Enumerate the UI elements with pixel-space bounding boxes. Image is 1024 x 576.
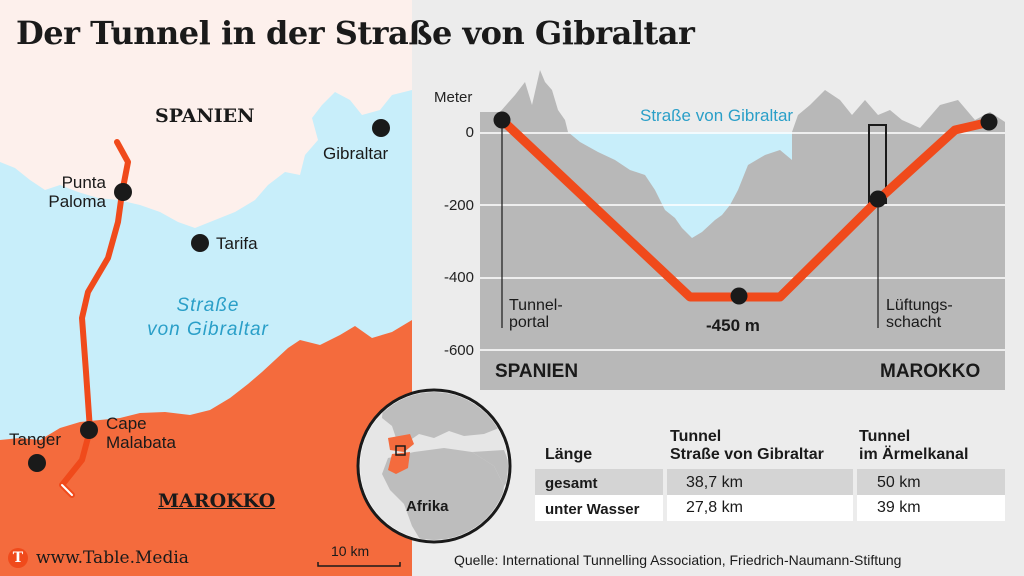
- table-header-length: Länge: [545, 446, 593, 463]
- y-tick-400: -400: [443, 269, 474, 286]
- place-punta-paloma: Punta Paloma: [48, 173, 106, 211]
- table-cell: 50 km: [877, 474, 921, 491]
- gibraltar-dot: [372, 119, 390, 137]
- table-row: [535, 469, 1005, 495]
- tarifa-dot: [191, 234, 209, 252]
- inset-highlight-box: [395, 445, 406, 456]
- y-tick-0: 0: [465, 124, 474, 141]
- punta-paloma-dot: [114, 183, 132, 201]
- lowest-point-dot: [730, 287, 748, 305]
- tunnel-profile-line: [497, 115, 995, 302]
- profile-country-bar: [480, 352, 1005, 386]
- portal-spain-dot: [493, 111, 511, 129]
- profile-water-label: Straße von Gibraltar: [640, 106, 794, 125]
- shaft-label: Lüftungs- schacht: [886, 297, 953, 331]
- source-credit: Quelle: International Tunnelling Associa…: [454, 552, 902, 568]
- table-row: [535, 495, 1005, 521]
- scale-label: 10 km: [331, 543, 370, 559]
- map-label-morocco: MAROKKO: [158, 490, 276, 512]
- morocco-land: [0, 320, 412, 576]
- table-header-channel: Tunnel im Ärmelkanal: [859, 428, 969, 463]
- y-tick-600: -600: [443, 342, 474, 359]
- scale-bar: [317, 562, 401, 567]
- strait-map: [0, 0, 412, 576]
- portal-label: Tunnel- portal: [509, 297, 563, 331]
- africa-inset-globe: [356, 388, 512, 544]
- place-gibraltar: Gibraltar: [323, 144, 389, 163]
- table-cell: 38,7 km: [686, 474, 743, 491]
- table-header-gibraltar: Tunnel Straße von Gibraltar: [670, 428, 824, 463]
- profile-label-spain: SPANIEN: [495, 361, 579, 382]
- profile-label-morocco: MAROKKO: [880, 361, 981, 382]
- profile-water: [568, 132, 792, 238]
- tanger-dot: [28, 454, 46, 472]
- table-cell: 27,8 km: [686, 499, 743, 516]
- depth-label: -450 m: [706, 316, 760, 335]
- portal-morocco-dot: [980, 113, 998, 131]
- y-axis-title: Meter: [434, 89, 473, 106]
- table-row-label: unter Wasser: [545, 501, 640, 518]
- shaft-dot: [869, 190, 887, 208]
- map-label-spain: SPANIEN: [155, 105, 255, 127]
- place-tarifa: Tarifa: [216, 234, 258, 253]
- page-title: Der Tunnel in der Straße von Gibraltar: [16, 14, 695, 52]
- place-cape-malabata: Cape Malabata: [106, 414, 176, 452]
- cape-malabata-dot: [80, 421, 98, 439]
- inset-label-africa: Afrika: [406, 498, 449, 515]
- map-label-strait: Straße von Gibraltar: [147, 295, 269, 340]
- place-tanger: Tanger: [9, 430, 61, 449]
- table-cell: 39 km: [877, 499, 921, 516]
- brand-url[interactable]: www.Table.Media: [36, 548, 189, 568]
- tunnel-profile-chart: [480, 70, 1005, 390]
- y-tick-200: -200: [443, 197, 474, 214]
- table-row-label: gesamt: [545, 475, 598, 492]
- brand-logo-icon: T: [8, 548, 28, 568]
- spain-land: [0, 0, 412, 228]
